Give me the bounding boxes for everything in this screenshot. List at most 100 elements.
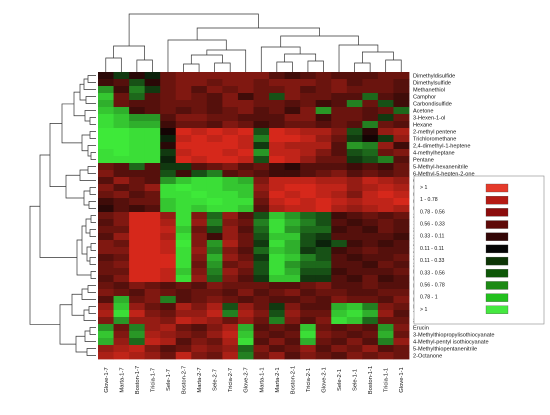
heatmap-cell [284,93,301,101]
heatmap-cell [331,121,348,129]
row-label: Dimethylsulfide [413,81,451,87]
heatmap-cell [346,128,363,136]
heatmap-cell [315,254,332,262]
heatmap-cell [331,79,348,87]
heatmap-cell [346,205,363,213]
heatmap-cell [160,93,177,101]
heatmap-cell [331,177,348,185]
heatmap-cell [175,233,192,241]
legend-label: 0.56 - 0.33 [420,222,445,228]
dendrogram-link [90,271,96,279]
heatmap-cell [113,345,130,353]
legend-swatch [485,244,509,254]
heatmap-cell [129,121,146,129]
dendrogram-link [86,348,96,356]
heatmap-cell [315,198,332,206]
heatmap-cell [253,345,270,353]
heatmap-cell [113,170,130,178]
heatmap-cell [175,184,192,192]
heatmap-cell [98,107,114,115]
dendrogram-link [105,57,122,72]
heatmap-cell [393,310,410,318]
row-label: 3-Methylthiopropylisothiocyanate [413,333,494,339]
heatmap-cell [144,170,161,178]
heatmap-cell [98,135,114,143]
heatmap-cell [331,345,348,353]
heatmap-cell [284,135,301,143]
heatmap-cell [253,114,270,122]
heatmap-cell [346,247,363,255]
heatmap-cell [393,240,410,248]
heatmap-cell [222,303,239,311]
heatmap-cell [129,100,146,108]
heatmap-cell [346,310,363,318]
heatmap-cell [175,72,192,80]
row-label: Acetone [413,109,434,115]
heatmap-cell [160,317,177,325]
heatmap-cell [269,135,285,143]
heatmap-cell [269,93,285,101]
heatmap-cell [284,170,301,178]
heatmap-cell [98,324,114,332]
heatmap-cell [129,170,146,178]
heatmap-cell [346,303,363,311]
heatmap-cell [98,205,114,213]
heatmap-cell [331,268,348,276]
dendrogram-link [89,131,96,139]
heatmap-cell [144,338,161,346]
heatmap-cell [191,198,208,206]
heatmap-cell [98,331,114,339]
heatmap-cell [269,156,285,164]
heatmap-cell [393,163,410,171]
heatmap-cell [331,212,348,220]
heatmap-cell [113,219,130,227]
heatmap-cell [144,331,161,339]
heatmap-cell [144,205,161,213]
heatmap-cell [113,212,130,220]
heatmap-cell [206,254,223,262]
heatmap-cell [362,233,379,241]
heatmap-cell [253,198,270,206]
dendrogram-link [307,60,324,72]
heatmap-cell [191,338,208,346]
legend-label: 0.78 - 1 [420,295,438,301]
heatmap-cell [393,135,410,143]
heatmap-cell [284,205,301,213]
heatmap-cell [284,184,301,192]
heatmap-cell [362,338,379,346]
heatmap-cell [393,93,410,101]
legend-label: 0.33 - 0.11 [420,234,445,240]
heatmap-cell [269,219,285,227]
heatmap-cell [253,240,270,248]
heatmap-cell [300,331,317,339]
heatmap-cell [346,352,363,360]
heatmap-cell [377,317,394,325]
heatmap-cell [98,191,114,199]
heatmap-cell [237,345,254,353]
heatmap-cell [269,317,285,325]
heatmap-cell [129,177,146,185]
heatmap-cell [315,177,332,185]
heatmap-cell [175,254,192,262]
heatmap-cell [237,296,254,304]
heatmap-cell [191,107,208,115]
heatmap-cell [269,226,285,234]
heatmap-cell [315,114,332,122]
legend-swatch [485,269,509,278]
heatmap-cell [284,268,301,276]
heatmap-cell [160,219,177,227]
heatmap-cell [144,198,161,206]
heatmap-cell [377,282,394,290]
heatmap-cell [129,317,146,325]
heatmap-cell [331,184,348,192]
heatmap-cell [206,72,223,80]
heatmap-cell [191,149,208,157]
column-label: Marta-2-1 [275,367,281,392]
heatmap-cell [331,254,348,262]
legend-swatch [485,281,509,290]
heatmap-cell [222,107,239,115]
heatmap-cell [113,338,130,346]
heatmap-cell [331,303,348,311]
heatmap-cell [284,240,301,248]
heatmap-cell [206,114,223,122]
